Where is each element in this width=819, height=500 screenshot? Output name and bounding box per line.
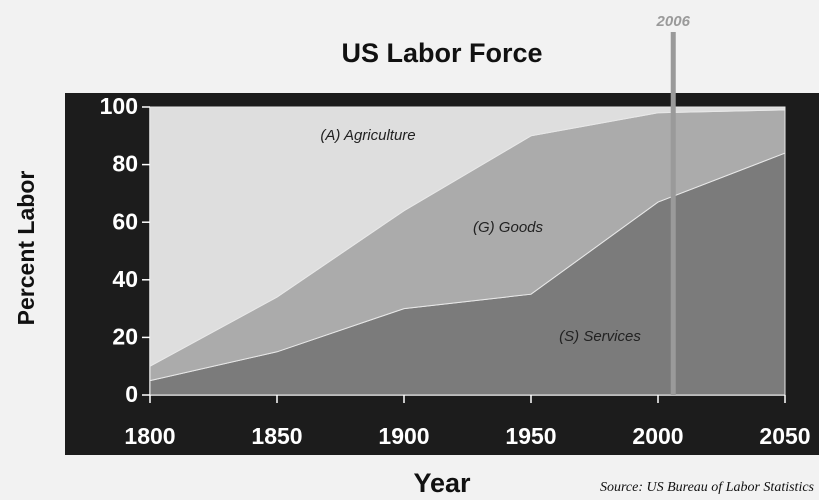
area xyxy=(149,106,786,368)
y-tick-label: 80 xyxy=(112,151,138,177)
x-axis-label: Year xyxy=(413,468,471,498)
y-tick-label: 0 xyxy=(125,381,138,407)
y-tick-label: 60 xyxy=(112,208,138,234)
x-tick-label: 2050 xyxy=(759,423,810,449)
x-tick-label: 1950 xyxy=(505,423,556,449)
y-tick-label: 100 xyxy=(100,93,138,119)
y-tick-label: 40 xyxy=(112,266,138,292)
x-tick-label: 1900 xyxy=(378,423,429,449)
area-label: (G) Goods xyxy=(473,219,544,236)
marker-label: 2006 xyxy=(656,13,691,30)
x-tick-label: 2000 xyxy=(632,423,683,449)
area-label: (A) Agriculture xyxy=(320,127,415,144)
x-tick-label: 1800 xyxy=(124,423,175,449)
y-tick-label: 20 xyxy=(112,323,138,349)
area-label: (S) Services xyxy=(559,328,641,345)
x-tick-label: 1850 xyxy=(251,423,302,449)
source-note: Source: US Bureau of Labor Statistics xyxy=(600,480,815,495)
chart-title: US Labor Force xyxy=(341,38,542,68)
y-axis-label: Percent Labor xyxy=(13,171,39,326)
